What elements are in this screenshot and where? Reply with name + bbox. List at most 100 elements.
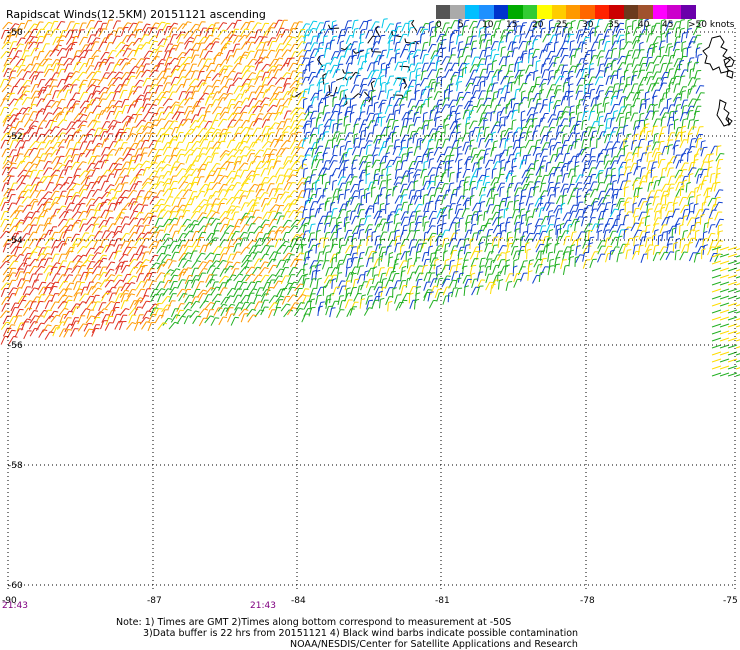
wind-barb [315,188,318,198]
wind-barb [141,126,148,134]
wind-barb [498,117,502,127]
wind-barb [339,91,342,101]
wind-barb [267,175,274,184]
wind-barb-flag [12,29,17,31]
wind-barb-flag [55,48,60,52]
wind-barb [162,188,169,197]
wind-barb [20,113,26,123]
wind-barb [232,132,238,141]
wind-barb [134,114,139,124]
wind-barb-flag [28,161,33,164]
wind-barb [370,180,375,190]
wind-barb [570,141,574,151]
wind-barb [91,70,98,79]
wind-barb [23,42,29,51]
wind-barb [546,42,549,53]
wind-barb [420,71,424,81]
wind-barb [457,42,460,52]
wind-barb [464,82,471,92]
wind-barb-flag [35,140,40,143]
wind-barb-flag [257,105,262,108]
wind-barb [274,91,280,101]
wind-barb [525,114,532,123]
wind-barb [308,189,311,199]
wind-barb-flag [501,46,506,49]
wind-barb [513,22,516,32]
wind-barb [212,91,218,100]
wind-barb [43,64,49,74]
wind-barb-flag [55,72,60,74]
wind-barb [651,111,656,121]
wind-barb-flag [410,70,415,73]
wind-barb-flag [381,116,386,119]
wind-barb [176,23,184,32]
wind-barb [220,36,227,45]
wind-barb [349,72,356,80]
wind-barb-flag [486,55,491,57]
wind-barb-flag [512,41,517,44]
wind-barb [451,140,456,149]
wind-barb [69,42,74,52]
wind-barb [477,58,482,68]
wind-barb-flag [292,182,297,184]
wind-barb-flag [346,123,351,126]
wind-barb [386,180,388,190]
wind-barb-flag [665,183,670,186]
wind-barb-flag [394,119,399,122]
wind-barb [345,35,351,44]
wind-barb [548,166,554,176]
wind-barb-flag [653,125,658,128]
wind-barb-flag [662,126,667,128]
wind-barb [273,139,280,148]
wind-barb [80,44,86,53]
wind-barb-flag [152,148,157,151]
wind-barb-flag [180,149,185,151]
wind-barb-flag [485,175,490,178]
wind-barb-flag [147,27,152,29]
wind-barb [429,133,434,143]
wind-barb [574,166,576,176]
wind-barb [20,175,27,184]
wind-barb [142,78,148,87]
wind-barb-flag [657,55,662,58]
wind-barb-flag [445,160,451,163]
wind-barb [406,148,410,158]
wind-barb [101,147,106,156]
wind-barb [183,174,190,183]
wind-barb-flag [304,88,309,90]
wind-barb-flag [207,155,212,158]
wind-barb [87,99,93,109]
wind-barb-flag [543,190,548,192]
wind-barb-flag [264,84,269,86]
wind-barb-flag [564,111,569,113]
wind-barb-flag [647,145,652,147]
wind-barb [400,154,404,164]
wind-barb [337,169,343,179]
wind-barb [457,49,461,59]
wind-barb [97,98,103,108]
wind-barb [142,167,147,176]
wind-barb [162,98,169,107]
wind-barb [296,55,301,65]
wind-barb-flag [313,76,318,78]
wind-barb [521,169,527,179]
wind-barb-flag [29,63,34,66]
wind-barb [227,148,234,157]
wind-barb [132,163,140,172]
wind-barb [162,183,168,192]
wind-barb-flag [62,128,67,131]
wind-barb-flag [352,167,357,170]
wind-barb-flag [449,159,454,162]
wind-barb-flag [429,151,434,154]
wind-barb [360,78,364,88]
wind-barb [373,62,375,72]
wind-barb [237,141,244,150]
wind-barb-flag [576,104,581,107]
wind-barb [59,85,66,94]
wind-barb [409,131,413,141]
wind-barb-flag [215,99,220,101]
wind-barb [652,23,657,32]
wind-barb [29,140,36,149]
wind-barb [603,113,608,123]
wind-barb [604,23,609,33]
